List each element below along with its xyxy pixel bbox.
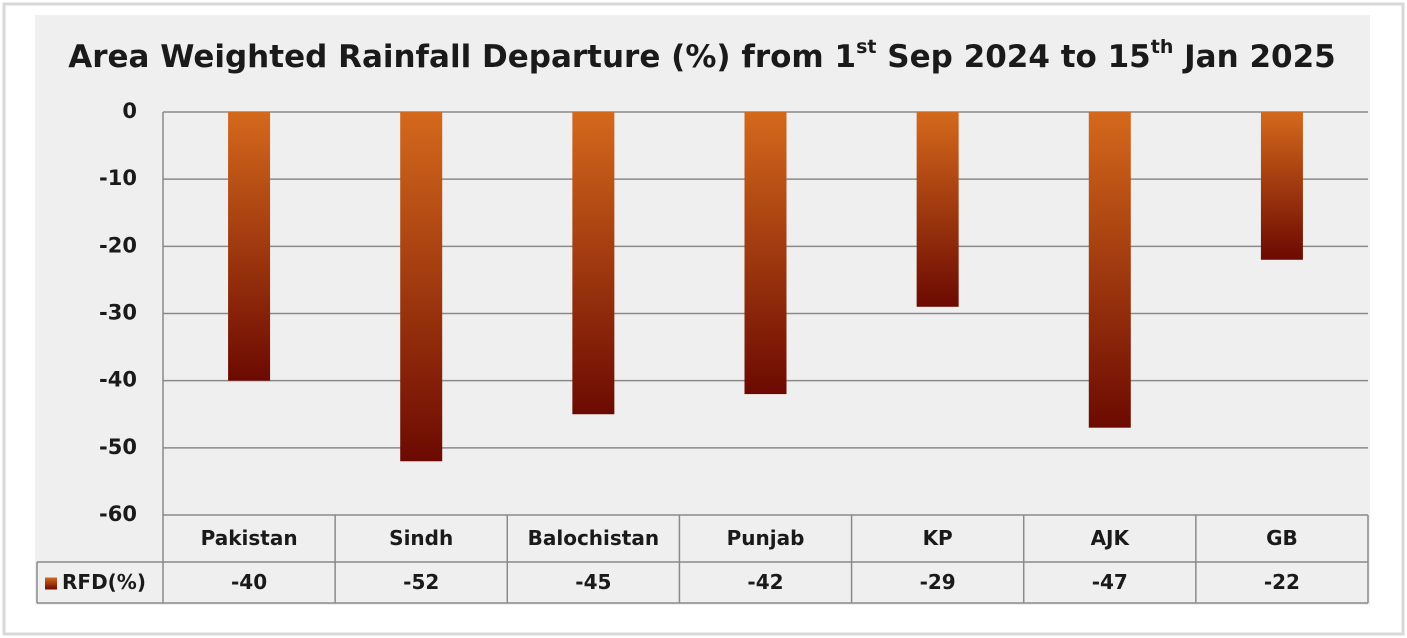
x-tick-label: Pakistan bbox=[201, 526, 298, 550]
y-tick-label: -40 bbox=[99, 368, 137, 392]
y-tick-label: -10 bbox=[99, 166, 137, 190]
x-tick-label: Sindh bbox=[389, 526, 453, 550]
title-part: Area Weighted Rainfall Departure (%) fro… bbox=[68, 39, 856, 75]
x-tick-label: AJK bbox=[1091, 526, 1131, 550]
title-part: Sep 2024 to 15 bbox=[877, 39, 1151, 75]
x-tick-label: GB bbox=[1266, 526, 1298, 550]
legend-label: RFD(%) bbox=[62, 570, 146, 594]
title-part: Jan 2025 bbox=[1173, 39, 1335, 75]
title-superscript: st bbox=[856, 36, 876, 58]
bar bbox=[572, 112, 615, 415]
table-value: -42 bbox=[747, 570, 783, 594]
table-value: -29 bbox=[920, 570, 956, 594]
table-value: -22 bbox=[1264, 570, 1300, 594]
bar bbox=[744, 112, 787, 395]
bar bbox=[1088, 112, 1131, 428]
table-value: -47 bbox=[1092, 570, 1128, 594]
y-tick-label: -50 bbox=[99, 435, 137, 459]
y-tick-label: -30 bbox=[99, 301, 137, 325]
bar bbox=[916, 112, 959, 307]
y-tick-label: -20 bbox=[99, 233, 137, 257]
bar bbox=[400, 112, 443, 462]
table-value: -52 bbox=[403, 570, 439, 594]
y-tick-label: -60 bbox=[99, 502, 137, 526]
y-tick-label: 0 bbox=[122, 99, 137, 123]
x-tick-label: KP bbox=[923, 526, 953, 550]
legend-swatch bbox=[45, 577, 57, 590]
x-tick-label: Balochistan bbox=[528, 526, 659, 550]
table-value: -45 bbox=[575, 570, 611, 594]
table-value: -40 bbox=[231, 570, 267, 594]
chart-title: Area Weighted Rainfall Departure (%) fro… bbox=[68, 36, 1336, 75]
x-tick-label: Punjab bbox=[727, 526, 805, 550]
title-superscript: th bbox=[1151, 36, 1174, 58]
bar bbox=[1260, 112, 1303, 260]
bar bbox=[228, 112, 271, 381]
